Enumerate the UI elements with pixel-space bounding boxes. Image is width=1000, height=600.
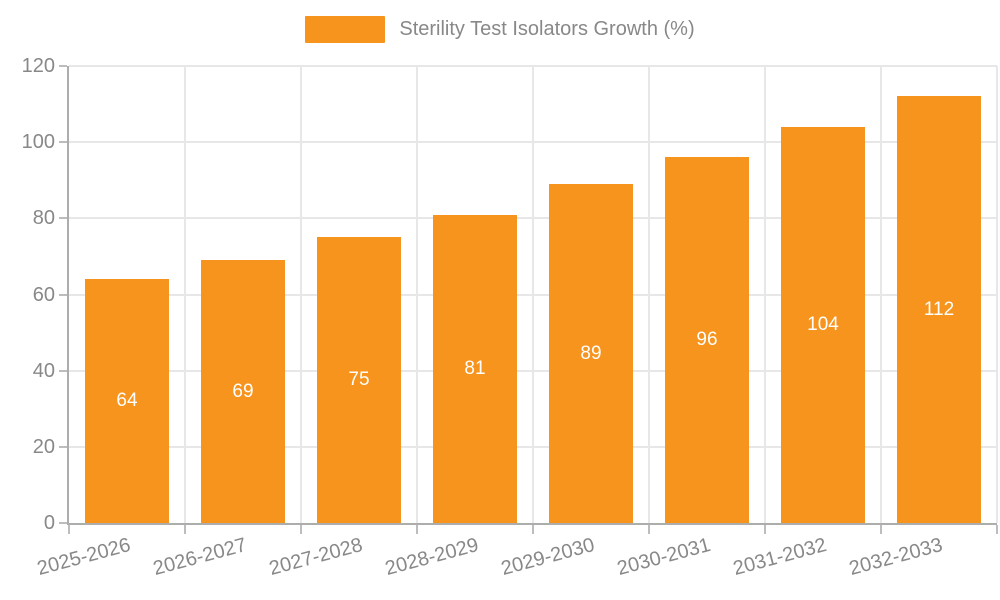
gridline-vertical [300, 66, 302, 523]
y-tick-label: 80 [32, 207, 55, 230]
bar[interactable]: 96 [665, 157, 749, 523]
y-axis-tick [59, 445, 67, 448]
bar-value-label: 69 [232, 380, 254, 402]
legend[interactable]: Sterility Test Isolators Growth (%) [0, 16, 1000, 43]
x-axis-tick [68, 525, 70, 534]
x-axis-tick [764, 525, 766, 534]
gridline-vertical [764, 66, 766, 523]
y-tick-label: 60 [32, 283, 55, 306]
y-tick-label: 20 [32, 435, 55, 458]
y-axis-tick [59, 65, 67, 67]
bar[interactable]: 64 [85, 279, 169, 523]
x-axis-tick [184, 525, 186, 534]
gridline-vertical [648, 66, 650, 523]
bar-value-label: 112 [923, 298, 955, 320]
gridline-vertical [184, 66, 186, 523]
gridline-vertical [880, 66, 882, 523]
y-tick-label: 100 [21, 131, 55, 154]
y-axis-tick [59, 293, 67, 296]
legend-label: Sterility Test Isolators Growth (%) [399, 18, 695, 40]
y-axis-tick [59, 217, 67, 220]
plot-area: 0 20 40 60 80 100 120 64 2025-2026 69 2026-2027 75 2… [22, 55, 998, 580]
bar-value-label: 81 [464, 357, 486, 379]
bar[interactable]: 89 [549, 184, 633, 523]
y-axis-tick [59, 369, 67, 372]
y-tick-label: 120 [21, 55, 55, 77]
y-axis-tick [59, 141, 67, 144]
legend-swatch-icon [305, 16, 386, 43]
bar-value-label: 64 [116, 390, 138, 412]
bar[interactable]: 81 [433, 214, 517, 523]
bar-value-label: 89 [580, 342, 602, 364]
bar[interactable]: 75 [317, 237, 401, 523]
gridline-vertical [532, 66, 534, 523]
x-axis-tick [996, 525, 998, 534]
x-axis-tick [416, 525, 418, 534]
y-axis-tick [59, 522, 67, 524]
x-axis-tick [532, 525, 534, 534]
bar[interactable]: 69 [201, 260, 285, 523]
gridline-vertical [996, 66, 998, 523]
gridline-vertical [416, 66, 418, 523]
x-axis-tick [880, 525, 882, 534]
bar[interactable]: 104 [781, 126, 865, 523]
bar[interactable]: 112 [897, 96, 981, 523]
y-tick-label: 40 [32, 359, 55, 382]
bar-value-label: 104 [807, 313, 839, 335]
y-tick-label: 0 [43, 512, 55, 534]
x-axis-tick [300, 525, 302, 534]
bar-value-label: 75 [348, 369, 370, 391]
x-axis-tick [648, 525, 650, 534]
bar-value-label: 96 [696, 329, 718, 351]
